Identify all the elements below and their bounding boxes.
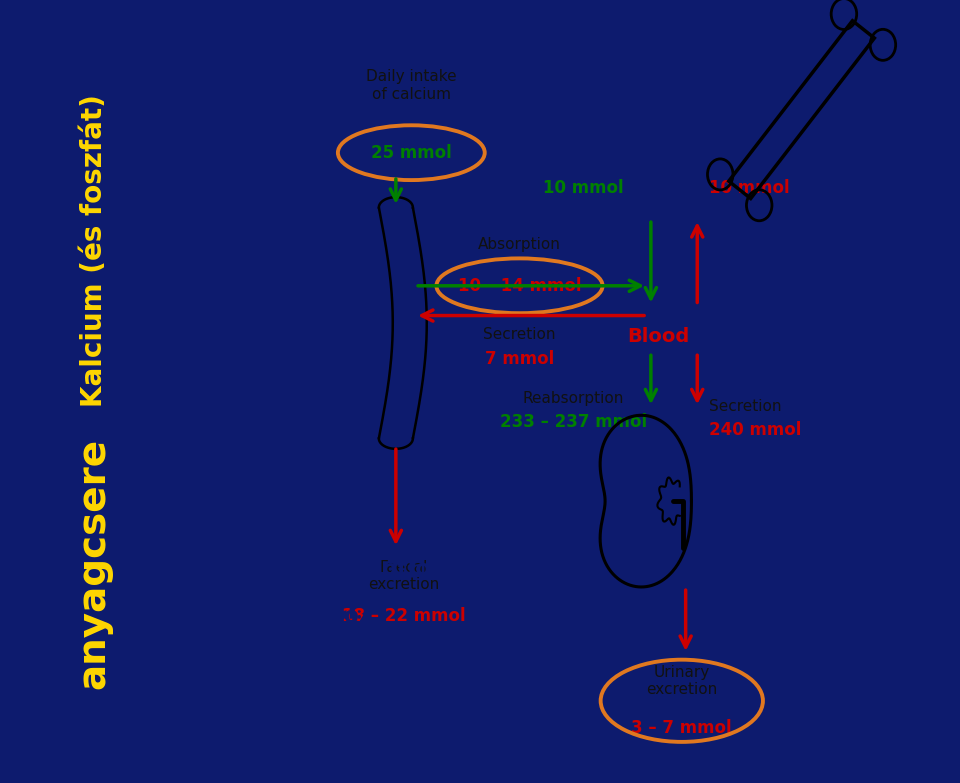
Text: Renal resorption:: Renal resorption: [237,559,456,579]
Text: Blood: Blood [628,327,689,346]
Text: 240 mmol: 240 mmol [708,421,802,439]
Text: 18 – 22 mmol: 18 – 22 mmol [342,607,466,625]
Text: anyagcsere: anyagcsere [75,438,112,689]
Text: Reabsorption: Reabsorption [523,392,624,406]
Text: 10 mmol: 10 mmol [543,179,624,197]
Text: Faecal
excretion: Faecal excretion [368,560,440,592]
Text: 7 mmol: 7 mmol [485,350,554,368]
Text: Urinary
excretion: Urinary excretion [646,665,717,698]
Text: Daily intake
of calcium: Daily intake of calcium [366,70,457,102]
Text: 3 – 7 mmol: 3 – 7 mmol [632,720,732,737]
Text: Kalcium (és foszfát): Kalcium (és foszfát) [80,94,108,407]
Text: Secretion: Secretion [483,327,556,342]
Text: 233 – 237 mmol: 233 – 237 mmol [500,413,647,431]
Text: (233/240 to 237/240): (233/240 to 237/240) [237,687,450,705]
Text: 97-99%: 97-99% [237,609,377,642]
Text: 10 – 14 mmol: 10 – 14 mmol [458,277,581,294]
Text: Absorption: Absorption [478,237,561,252]
Text: 25 mmol: 25 mmol [371,144,452,161]
Text: Secretion: Secretion [708,399,781,414]
Text: 10 mmol: 10 mmol [708,179,789,197]
